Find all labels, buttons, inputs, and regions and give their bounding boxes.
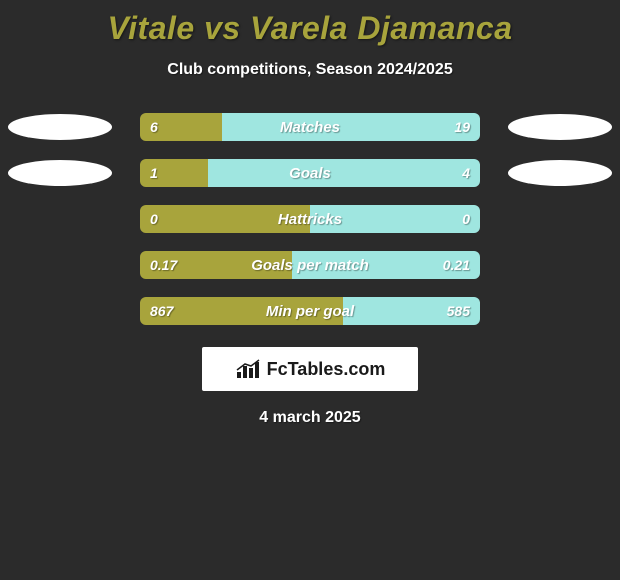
stat-bar: Min per goal867585 bbox=[140, 297, 480, 325]
bar-right-segment bbox=[343, 297, 480, 325]
bar-right-segment bbox=[222, 113, 480, 141]
bar-left-segment bbox=[140, 159, 208, 187]
stat-bar: Matches619 bbox=[140, 113, 480, 141]
bar-left-segment bbox=[140, 205, 310, 233]
stat-row: Hattricks00 bbox=[0, 205, 620, 233]
bar-left-segment bbox=[140, 297, 343, 325]
watermark-badge: FcTables.com bbox=[202, 347, 418, 391]
stat-row: Goals14 bbox=[0, 159, 620, 187]
watermark-text: FcTables.com bbox=[267, 359, 386, 380]
player-left-ellipse bbox=[8, 160, 112, 186]
bar-left-segment bbox=[140, 113, 222, 141]
player-right-ellipse bbox=[508, 160, 612, 186]
stat-bar: Hattricks00 bbox=[140, 205, 480, 233]
bar-right-segment bbox=[208, 159, 480, 187]
bar-right-segment bbox=[310, 205, 480, 233]
bar-left-segment bbox=[140, 251, 292, 279]
date-text: 4 march 2025 bbox=[259, 409, 360, 427]
page-title: Vitale vs Varela Djamanca bbox=[107, 10, 512, 47]
player-right-ellipse bbox=[508, 114, 612, 140]
bar-right-segment bbox=[292, 251, 480, 279]
stat-row: Goals per match0.170.21 bbox=[0, 251, 620, 279]
stat-bar: Goals14 bbox=[140, 159, 480, 187]
stat-rows: Matches619 Goals14 Hattricks00 Goals per ma… bbox=[0, 113, 620, 325]
stat-row: Matches619 bbox=[0, 113, 620, 141]
stat-row: Min per goal867585 bbox=[0, 297, 620, 325]
bars-icon bbox=[235, 358, 261, 380]
comparison-infographic: Vitale vs Varela Djamanca Club competiti… bbox=[0, 0, 620, 427]
stat-bar: Goals per match0.170.21 bbox=[140, 251, 480, 279]
subtitle: Club competitions, Season 2024/2025 bbox=[167, 61, 452, 79]
player-left-ellipse bbox=[8, 114, 112, 140]
